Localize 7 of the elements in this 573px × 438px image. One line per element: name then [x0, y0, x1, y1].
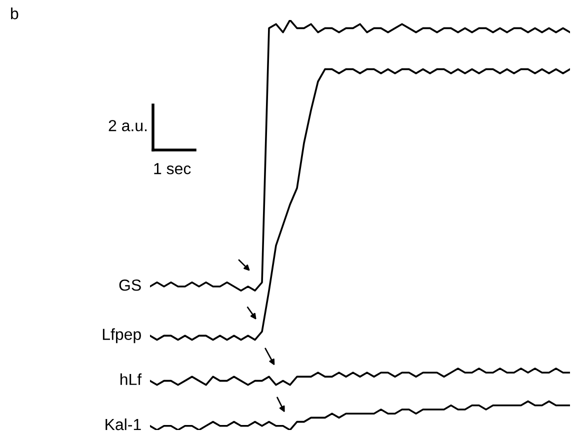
series-label: Lfpep [102, 328, 141, 344]
series-label: GS [119, 279, 141, 291]
text: b [11, 8, 18, 20]
series-label: hLf [120, 373, 142, 385]
annotation: 2 a.u. [108, 120, 147, 132]
annotation: 1 sec [154, 163, 191, 174]
series-label: Kal-1 [106, 418, 141, 430]
